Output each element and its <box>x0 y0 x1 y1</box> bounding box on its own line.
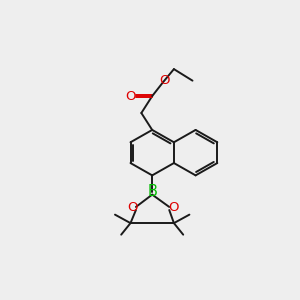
Text: O: O <box>125 90 136 103</box>
Text: O: O <box>168 201 178 214</box>
Text: B: B <box>147 184 157 199</box>
Text: O: O <box>159 74 170 87</box>
Text: O: O <box>127 201 137 214</box>
